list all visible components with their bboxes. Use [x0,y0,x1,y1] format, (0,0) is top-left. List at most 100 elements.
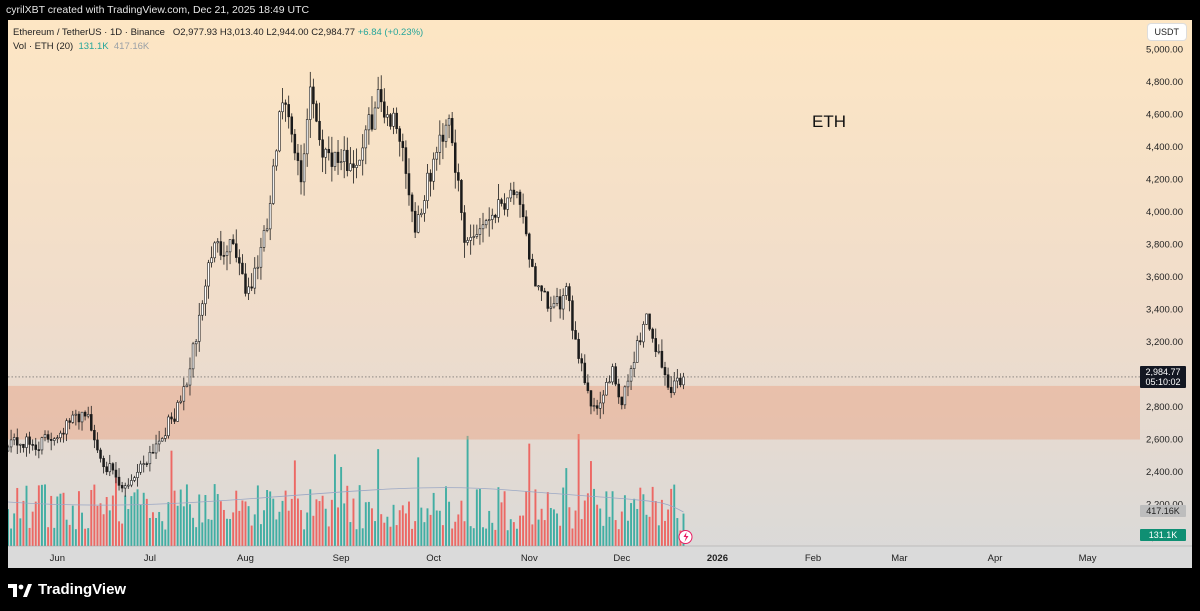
candle [127,478,130,489]
volume-bar [491,522,494,546]
volume-bar [482,527,484,546]
volume-bar [411,528,414,546]
candle [275,149,278,171]
x-tick-label: Sep [333,553,350,564]
candle [679,373,682,388]
volume-bar [460,500,463,546]
candle [281,88,284,120]
candle [413,202,417,238]
candle [142,455,145,473]
candle [586,374,590,394]
candle [133,475,136,483]
symbol-label[interactable]: Ethereum / TetherUS · 1D · Binance [13,27,165,38]
volume-bar [50,495,53,546]
candle [577,332,580,364]
volume-bar [179,489,182,546]
candle [130,474,133,488]
candle [65,418,68,442]
candle [383,88,386,124]
volume-label[interactable]: Vol · ETH (20) [13,41,74,52]
volume-bar [500,502,503,546]
volume-bar [195,527,198,546]
candle [543,287,546,293]
volume-bar [189,504,191,546]
volume-bar [664,520,666,546]
x-tick-label: Dec [613,553,630,564]
candle [99,447,102,463]
candle [247,277,250,301]
volume-bar [380,514,383,546]
volume-bar [565,468,568,546]
volume-bar [281,500,284,546]
volume-bar [645,514,648,546]
candle [148,445,152,472]
volume-bar [207,519,210,546]
volume-bar [318,501,321,546]
candle [268,195,272,241]
candle [512,181,516,205]
price-chart[interactable]: 5,000.00 4,800.00 4,600.00 4,400.00 4,200.00… [8,20,1192,568]
volume-bar [451,528,454,546]
candle [370,96,374,132]
volume-bar [340,466,343,546]
candle [429,169,432,197]
candle [339,148,343,171]
volume-bar [238,510,241,546]
volume-bar [247,506,250,546]
volume-bar [222,509,225,546]
candle [265,218,269,233]
candle [524,210,528,237]
y-tick-label: 3,200.00 [1146,337,1183,348]
currency-button[interactable]: USDT [1147,24,1186,40]
y-tick-label: 2,400.00 [1146,467,1183,478]
candle [404,140,408,189]
candle [321,129,324,173]
volume-bar [586,493,589,546]
volume-bar [173,490,176,546]
candle [312,78,315,119]
volume-bar [475,489,478,546]
volume-bar [466,435,469,546]
volume-bar [519,515,521,546]
volume-bar [40,484,43,546]
candle [160,437,164,442]
time-axis[interactable] [8,546,1192,568]
volume-bar [130,496,133,546]
y-tick-label: 4,400.00 [1146,142,1183,153]
volume-bar [170,450,173,546]
volume-bar [596,504,599,546]
bottom-bar: TradingView [0,568,1200,611]
candle [561,288,565,320]
candle [509,182,513,203]
volume-bar [383,522,386,546]
volume-bar [192,517,195,546]
volume-bar [216,494,219,546]
candle [93,424,96,449]
volume-bar [256,485,259,546]
candle [349,147,352,172]
volume-bar [494,529,497,546]
candle [475,224,479,239]
candle [571,295,574,340]
chart-area[interactable]: 5,000.00 4,800.00 4,600.00 4,400.00 4,200.00… [8,20,1192,568]
candle [420,208,423,218]
tradingview-logo[interactable]: TradingView [8,581,126,598]
volume-bar [441,525,444,546]
candle [617,378,620,404]
candle [173,408,176,424]
volume-bar [259,524,262,546]
candle [389,113,392,130]
candle [46,430,50,443]
candle [222,241,226,265]
candle [56,435,59,444]
candle [262,225,266,252]
volume-bar [164,529,167,546]
lightning-icon[interactable] [678,530,693,544]
candle [34,437,38,456]
candle [207,259,210,299]
volume-bar [327,526,330,546]
volume-bar [469,526,472,546]
candle [457,163,460,192]
volume-bar [374,521,377,546]
volume-bar [556,513,558,546]
